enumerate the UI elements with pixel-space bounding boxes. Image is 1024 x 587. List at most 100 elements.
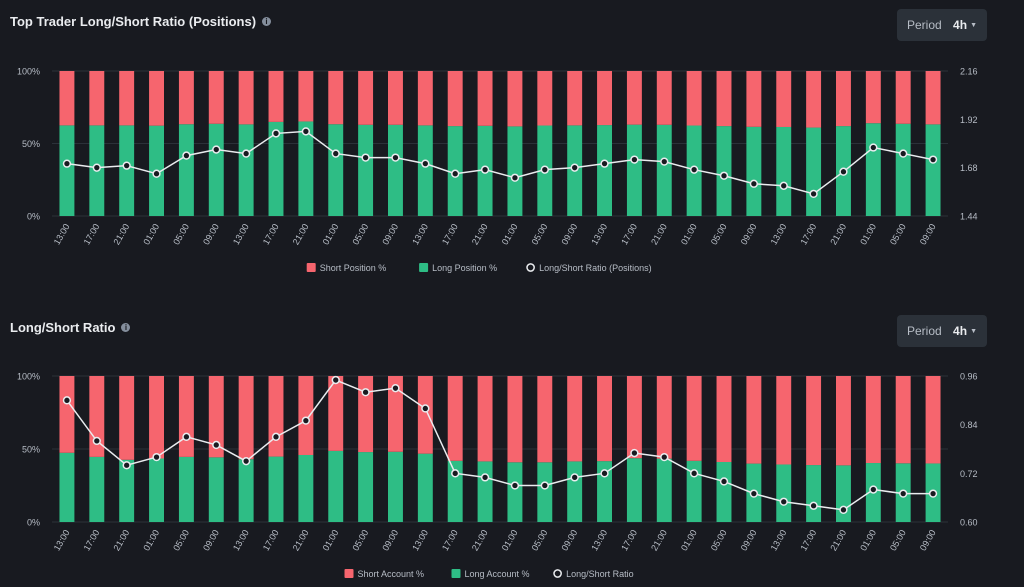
legend-swatch bbox=[419, 263, 429, 272]
long-bar bbox=[358, 452, 374, 522]
x-tick-label: 21:00 bbox=[111, 222, 131, 247]
x-tick-label: 05:00 bbox=[171, 528, 191, 553]
short-bar bbox=[417, 71, 433, 126]
x-tick-label: 13:00 bbox=[231, 528, 251, 553]
x-tick-label: 21:00 bbox=[291, 222, 311, 247]
long-bar bbox=[507, 126, 523, 216]
ratio-point bbox=[451, 169, 460, 178]
ratio-point bbox=[839, 505, 848, 514]
right-tick-label: 2.16 bbox=[960, 67, 978, 77]
period-value-text: 4h bbox=[953, 18, 968, 32]
x-tick-label: 21:00 bbox=[828, 222, 848, 247]
long-bar bbox=[925, 124, 941, 216]
long-bar bbox=[806, 465, 822, 522]
short-bar bbox=[597, 376, 612, 462]
long-bar bbox=[59, 452, 75, 522]
ratio-point bbox=[719, 171, 729, 180]
x-tick-label: 09:00 bbox=[739, 528, 759, 553]
ratio-point bbox=[570, 163, 579, 172]
x-tick-label: 05:00 bbox=[171, 222, 191, 247]
short-bar bbox=[895, 376, 911, 464]
x-tick-label: 13:00 bbox=[52, 222, 72, 247]
x-tick-label: 01:00 bbox=[141, 528, 161, 553]
ratio-point bbox=[391, 153, 400, 162]
long-bar bbox=[238, 459, 254, 522]
long-bar bbox=[119, 459, 135, 522]
x-tick-label: 05:00 bbox=[530, 222, 550, 247]
short-bar bbox=[746, 71, 762, 127]
ratio-point bbox=[361, 153, 370, 162]
x-tick-label: 05:00 bbox=[709, 222, 729, 247]
chevron-down-icon: ▼ bbox=[970, 327, 977, 335]
x-tick-label: 17:00 bbox=[798, 222, 818, 247]
short-bar bbox=[268, 71, 284, 122]
x-tick-label: 17:00 bbox=[261, 222, 281, 247]
long-bar bbox=[447, 460, 463, 522]
legend-swatch bbox=[451, 569, 461, 578]
chevron-down-icon: ▼ bbox=[970, 21, 977, 29]
long-bar bbox=[178, 456, 194, 522]
ratio-point bbox=[809, 189, 818, 198]
x-tick-label: 09:00 bbox=[559, 528, 579, 553]
long-bar bbox=[388, 451, 403, 522]
ratio-point bbox=[510, 481, 520, 490]
long-bar bbox=[208, 123, 224, 216]
long-bar bbox=[298, 121, 314, 216]
ratio-point bbox=[182, 151, 191, 160]
ratio-point bbox=[928, 489, 938, 498]
period-selector[interactable]: Period 4h ▼ bbox=[897, 9, 987, 41]
period-selector[interactable]: Period 4h ▼ bbox=[897, 315, 987, 347]
info-icon[interactable]: i bbox=[262, 17, 272, 26]
x-tick-label: 01:00 bbox=[500, 222, 520, 247]
top-trader-ratio-panel: Top Trader Long/Short Ratio (Positions) … bbox=[10, 9, 987, 273]
ratio-point bbox=[600, 159, 609, 168]
ratio-point bbox=[182, 432, 191, 441]
ratio-point bbox=[689, 469, 699, 478]
x-tick-label: 05:00 bbox=[888, 222, 908, 247]
period-label: Period bbox=[907, 18, 942, 32]
x-tick-label: 09:00 bbox=[739, 222, 759, 247]
x-tick-label: 17:00 bbox=[619, 528, 639, 553]
long-bar bbox=[417, 453, 433, 522]
long-bar bbox=[208, 457, 224, 522]
legend-label: Long/Short Ratio (Positions) bbox=[539, 263, 652, 273]
ratio-point bbox=[719, 477, 729, 486]
ratio-point bbox=[600, 469, 609, 478]
ratio-point bbox=[62, 396, 72, 405]
x-tick-label: 05:00 bbox=[530, 528, 550, 553]
legend-marker bbox=[526, 263, 535, 272]
short-bar bbox=[59, 376, 75, 453]
x-tick-label: 17:00 bbox=[82, 222, 102, 247]
ratio-point bbox=[301, 127, 311, 136]
ratio-point bbox=[570, 473, 579, 482]
x-tick-label: 17:00 bbox=[440, 222, 460, 247]
ratio-point bbox=[421, 404, 430, 413]
long-bar bbox=[298, 454, 314, 522]
long-bar bbox=[178, 124, 194, 216]
long-bar bbox=[388, 124, 403, 216]
long-bar bbox=[268, 121, 284, 216]
x-tick-label: 21:00 bbox=[470, 528, 490, 553]
short-bar bbox=[119, 376, 135, 460]
x-tick-label: 13:00 bbox=[52, 528, 72, 553]
info-icon[interactable]: i bbox=[121, 323, 131, 332]
x-tick-label: 09:00 bbox=[201, 222, 221, 247]
short-bar bbox=[626, 71, 642, 125]
short-bar bbox=[806, 71, 822, 128]
period-value: 4h ▼ bbox=[953, 324, 977, 338]
long-bar bbox=[716, 126, 732, 216]
period-label: Period bbox=[907, 324, 942, 338]
left-tick-label: 0% bbox=[27, 518, 40, 528]
short-bar bbox=[178, 71, 194, 125]
ratio-point bbox=[540, 481, 549, 490]
chart-title: Top Trader Long/Short Ratio (Positions) … bbox=[10, 14, 272, 29]
short-bar bbox=[656, 376, 672, 459]
x-tick-label: 21:00 bbox=[649, 528, 669, 553]
ratio-point bbox=[361, 388, 370, 397]
short-bar bbox=[358, 376, 374, 453]
legend-label: Short Position % bbox=[320, 263, 387, 273]
ratio-point bbox=[212, 145, 221, 154]
right-tick-label: 0.96 bbox=[960, 372, 978, 382]
long-bar bbox=[328, 450, 344, 522]
ratio-point bbox=[749, 489, 759, 498]
